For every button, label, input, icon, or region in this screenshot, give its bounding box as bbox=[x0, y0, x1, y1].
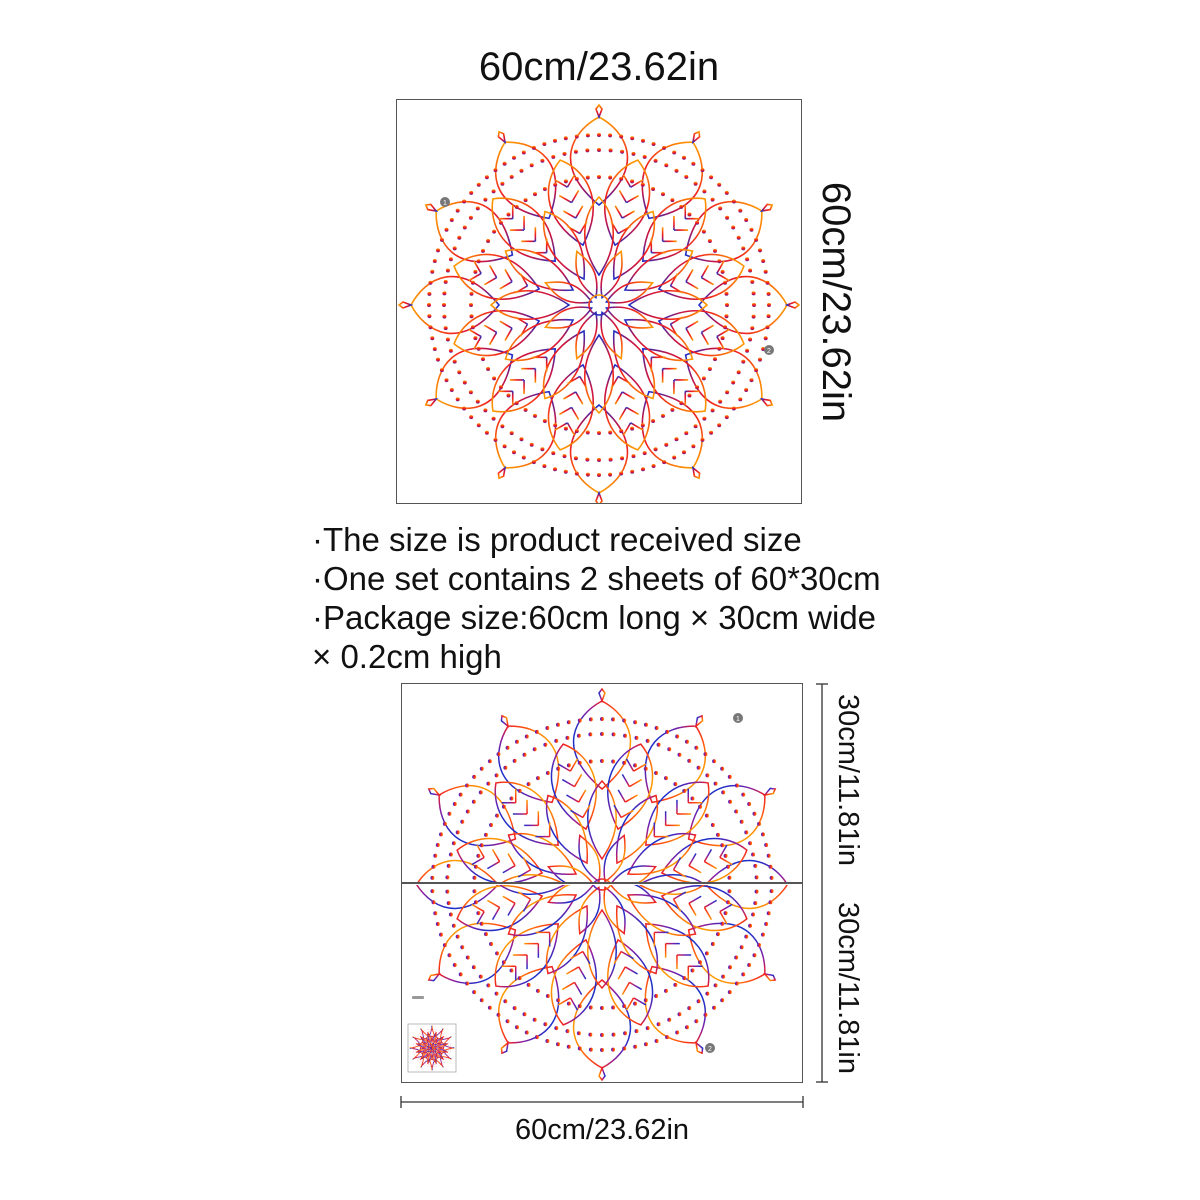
bottom-right-dimension-line bbox=[816, 683, 828, 1083]
mandala-artwork-bottom: 1 2 bbox=[407, 687, 791, 1082]
svg-text:1: 1 bbox=[736, 716, 740, 723]
sheet-2-marker-icon: 2 bbox=[705, 1043, 715, 1053]
preview-thumbnail bbox=[407, 996, 457, 1073]
svg-text:2: 2 bbox=[767, 348, 771, 355]
spec-text: ·The size is product received size ·One … bbox=[312, 520, 952, 676]
sheet-1-height-label: 30cm/11.81in bbox=[832, 694, 864, 866]
sheet-2-height-label: 30cm/11.81in bbox=[832, 902, 864, 1074]
svg-text:1: 1 bbox=[443, 200, 447, 207]
bottom-width-dimension-line bbox=[400, 1096, 804, 1108]
marker-2-icon: 2 bbox=[764, 345, 774, 355]
sheet-1-marker-icon: 1 bbox=[733, 713, 743, 723]
mandala-artwork-top: 1 2 bbox=[397, 103, 801, 503]
spec-line-set: ·One set contains 2 sheets of 60*30cm bbox=[312, 560, 881, 597]
full-mandala-panel: 1 2 bbox=[396, 99, 802, 504]
top-width-label: 60cm/23.62in bbox=[478, 45, 720, 89]
spec-line-package: ·Package size:60cm long × 30cm wide bbox=[312, 599, 877, 636]
top-height-label: 60cm/23.62in bbox=[814, 181, 858, 423]
marker-1-icon: 1 bbox=[440, 197, 450, 207]
sheet-divider bbox=[401, 882, 803, 884]
svg-text:2: 2 bbox=[708, 1046, 712, 1053]
bottom-width-label: 60cm/23.62in bbox=[514, 1114, 690, 1146]
spec-line-size: ·The size is product received size bbox=[312, 521, 802, 558]
spec-line-height: × 0.2cm high bbox=[312, 638, 502, 675]
